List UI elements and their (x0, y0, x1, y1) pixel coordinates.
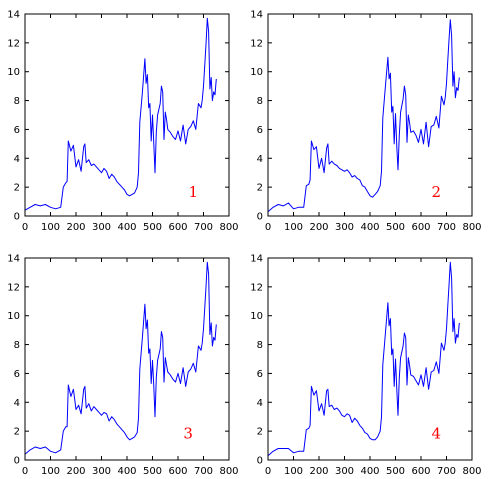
plot-frame-2 (267, 13, 473, 217)
y-tick-label: 0 (257, 456, 263, 467)
x-tick-label: 200 (66, 222, 85, 233)
y-tick-label: 6 (14, 369, 20, 380)
x-tick-label: 400 (360, 466, 379, 477)
x-tick-label: 500 (386, 466, 405, 477)
x-tick-label: 100 (284, 222, 303, 233)
x-tick-label: 600 (411, 222, 430, 233)
x-tick-label: 700 (437, 222, 456, 233)
panel-label-2: 2 (432, 183, 442, 201)
panel-3: 0 100 200 300 400 500 600 700 800 0 2 4 6 8 10 12 14 3 (7, 254, 238, 478)
x-tick-label: 200 (66, 466, 85, 477)
y-tick-label: 0 (257, 212, 263, 223)
x-tick-label: 200 (309, 222, 328, 233)
y-tick-label: 8 (14, 340, 20, 351)
y-tick-label: 14 (7, 254, 20, 265)
y-tick-label: 2 (14, 183, 20, 194)
x-tick-label: 700 (194, 466, 213, 477)
y-tick-label: 12 (250, 282, 263, 293)
y-tick-label: 2 (257, 183, 263, 194)
y-tick-label: 8 (14, 96, 20, 107)
y-tick-label: 14 (250, 254, 263, 265)
y-tick-label: 10 (250, 311, 263, 322)
x-tick-label: 500 (143, 466, 162, 477)
series-line-3 (24, 261, 217, 455)
y-tick-label: 14 (250, 10, 263, 21)
x-tick-label: 100 (41, 222, 60, 233)
x-tick-label: 100 (41, 466, 60, 477)
y-tick-label: 10 (7, 67, 20, 78)
series-line-1 (24, 17, 217, 211)
y-tick-label: 0 (14, 456, 20, 467)
y-tick-label: 12 (7, 38, 20, 49)
panel-label-3: 3 (183, 424, 193, 442)
y-tick-label: 12 (250, 38, 263, 49)
series-line-4 (267, 261, 460, 457)
x-tick-label: 100 (284, 466, 303, 477)
x-tick-label: 800 (462, 466, 481, 477)
x-tick-label: 0 (22, 466, 28, 477)
series-line-2 (267, 19, 460, 213)
x-tick-label: 0 (265, 222, 271, 233)
y-tick-label: 4 (257, 154, 263, 165)
y-tick-label: 8 (257, 96, 263, 107)
x-tick-label: 300 (92, 222, 111, 233)
y-tick-label: 4 (14, 154, 20, 165)
x-tick-label: 500 (386, 222, 405, 233)
x-tick-label: 300 (92, 466, 111, 477)
x-tick-label: 300 (335, 466, 354, 477)
x-tick-label: 200 (309, 466, 328, 477)
y-tick-label: 2 (257, 427, 263, 438)
y-tick-label: 8 (257, 340, 263, 351)
y-tick-label: 2 (14, 427, 20, 438)
x-tick-label: 0 (265, 466, 271, 477)
x-tick-label: 500 (143, 222, 162, 233)
y-tick-label: 6 (257, 125, 263, 136)
x-tick-label: 400 (117, 222, 136, 233)
plot-frame-1 (24, 13, 230, 217)
x-tick-label: 300 (335, 222, 354, 233)
panel-label-4: 4 (432, 424, 442, 442)
panel-1: 0 100 200 300 400 500 600 700 800 0 2 4 6 8 10 12 14 1 (7, 10, 238, 234)
panel-4: 0 100 200 300 400 500 600 700 800 0 2 4 6 8 10 12 14 4 (250, 254, 481, 478)
y-tick-label: 6 (257, 369, 263, 380)
plot-frame-4 (267, 257, 473, 461)
x-tick-label: 400 (360, 222, 379, 233)
y-tick-label: 6 (14, 125, 20, 136)
x-tick-label: 600 (168, 466, 187, 477)
x-tick-label: 700 (194, 222, 213, 233)
panel-label-1: 1 (189, 183, 199, 201)
x-tick-label: 800 (462, 222, 481, 233)
y-tick-label: 10 (7, 311, 20, 322)
x-tick-label: 800 (219, 466, 238, 477)
y-tick-label: 12 (7, 282, 20, 293)
y-tick-label: 0 (14, 212, 20, 223)
x-tick-label: 0 (22, 222, 28, 233)
x-tick-label: 700 (437, 466, 456, 477)
x-tick-label: 400 (117, 466, 136, 477)
y-tick-label: 4 (257, 398, 263, 409)
x-tick-label: 800 (219, 222, 238, 233)
panel-2: 0 100 200 300 400 500 600 700 800 0 2 4 6 8 10 12 14 2 (250, 10, 481, 234)
y-tick-label: 4 (14, 398, 20, 409)
y-tick-label: 10 (250, 67, 263, 78)
x-tick-label: 600 (168, 222, 187, 233)
x-tick-label: 600 (411, 466, 430, 477)
y-tick-label: 14 (7, 10, 20, 21)
plot-frame-3 (24, 257, 230, 461)
